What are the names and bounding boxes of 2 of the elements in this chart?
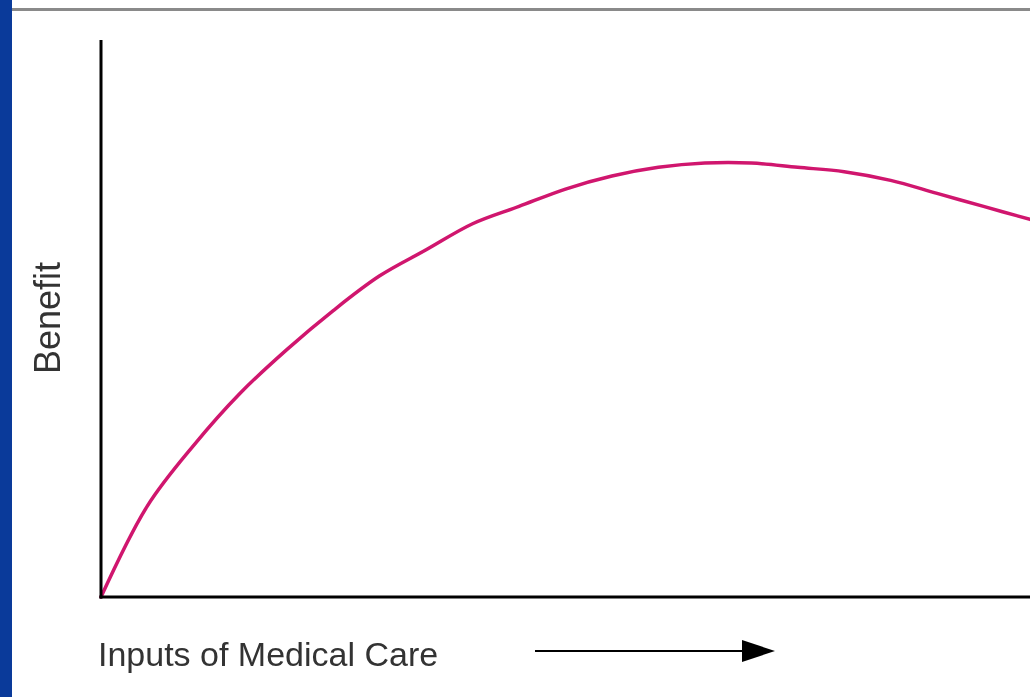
y-axis-title: Benefit [27,261,68,375]
x-axis-title: Inputs of Medical Care [98,635,439,673]
